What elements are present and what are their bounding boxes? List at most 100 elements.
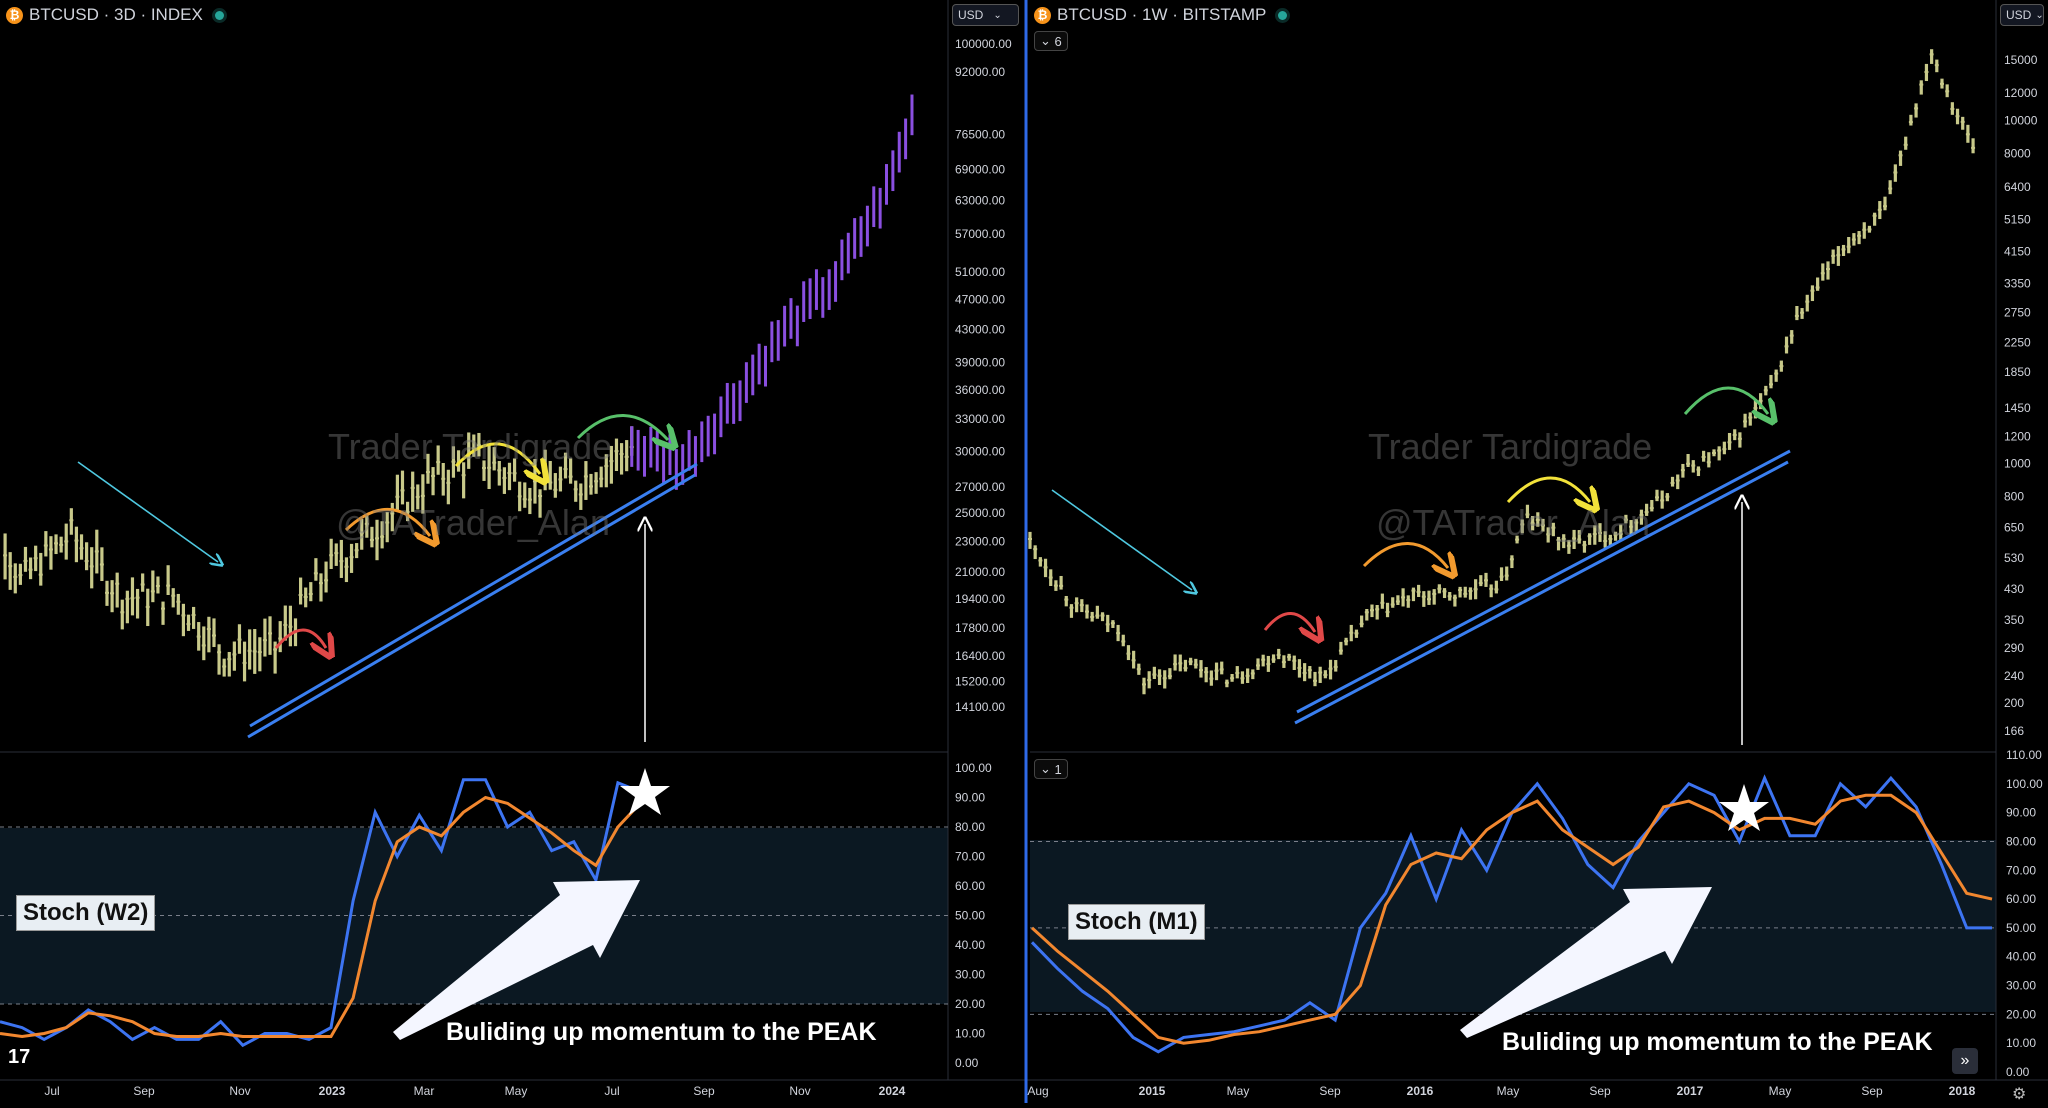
star-icon-left	[620, 768, 670, 815]
right-price-tick: 12000	[2004, 86, 2038, 100]
left-time-tick: Mar	[414, 1084, 435, 1098]
left-symbol-header[interactable]: ₿ BTCUSD · 3D · INDEX	[6, 2, 224, 28]
curve-arrow-green-right	[1683, 386, 1768, 414]
right-stoch-tick: 90.00	[2006, 806, 2036, 820]
curve-arrow-red-left	[274, 628, 326, 648]
left-stoch-d-line	[0, 795, 642, 1039]
right-price-tick: 166	[2004, 724, 2024, 738]
left-price-tick: 21000.00	[955, 565, 1005, 579]
star-icon-right	[1719, 784, 1769, 831]
left-symbol-label: BTCUSD · 3D · INDEX	[29, 5, 203, 24]
right-price-tick: 2250	[2004, 336, 2031, 350]
right-annotations	[1051, 386, 1791, 1038]
right-currency-button[interactable]: USD ⌄	[2000, 4, 2044, 26]
left-time-tick: Sep	[133, 1084, 155, 1098]
left-price-tick: 36000.00	[955, 383, 1005, 397]
left-price-tick: 15200.00	[955, 675, 1005, 689]
right-symbol-header[interactable]: ₿ BTCUSD · 1W · BITSTAMP	[1034, 2, 1288, 28]
right-sub-collapse-button[interactable]: ⌄ 1	[1034, 759, 1068, 779]
right-price-tick: 430	[2004, 582, 2024, 596]
left-price-tick: 92000.00	[955, 65, 1005, 79]
right-stoch-tick: 20.00	[2006, 1007, 2036, 1021]
left-price-tick: 51000.00	[955, 265, 1005, 279]
right-watermark-name: Trader Tardigrade	[1368, 426, 1653, 467]
left-price-tick: 76500.00	[955, 128, 1005, 142]
left-time-tick: Jul	[44, 1084, 59, 1098]
market-status-icon	[214, 10, 224, 20]
left-watermark-handle: @TATrader_Alan	[336, 502, 610, 543]
double-chevron-right-icon[interactable]: »	[1952, 1048, 1978, 1074]
left-stoch-pane	[0, 778, 948, 1048]
right-price-tick: 1000	[2004, 456, 2031, 470]
right-price-tick: 240	[2004, 669, 2024, 683]
right-stoch-d-line	[1030, 793, 1993, 1045]
left-stoch-label[interactable]: Stoch (W2)	[16, 895, 156, 931]
left-price-tick: 33000.00	[955, 412, 1005, 426]
left-stoch-tick: 0.00	[955, 1056, 979, 1070]
right-stoch-tick: 60.00	[2006, 892, 2036, 906]
trendline-right-b	[1296, 449, 1791, 714]
trendline-left-a	[247, 473, 696, 739]
curve-arrow-red-right	[1263, 612, 1315, 632]
right-price-tick: 1450	[2004, 401, 2031, 415]
chevron-down-icon: ⌄	[1040, 761, 1055, 776]
left-time-tick: 2023	[319, 1084, 346, 1098]
chevron-down-icon: ⌄	[2035, 9, 2044, 21]
curve-arrow-green-left	[576, 414, 668, 440]
right-price-tick: 350	[2004, 613, 2024, 627]
left-currency-button[interactable]: USD ⌄	[952, 4, 1019, 26]
left-stoch-tick: 20.00	[955, 997, 985, 1011]
right-time-tick: 2017	[1677, 1084, 1704, 1098]
curve-arrow-yellow-right	[1506, 476, 1590, 502]
right-time-tick: Aug	[1027, 1084, 1048, 1098]
left-stoch-tick: 70.00	[955, 850, 985, 864]
chevron-down-icon: ⌄	[1040, 33, 1055, 48]
right-sub-collapse-count: 1	[1054, 761, 1062, 777]
right-stoch-tick: 70.00	[2006, 863, 2036, 877]
left-watermark-name: Trader Tardigrade	[328, 426, 613, 467]
right-time-tick: May	[1769, 1084, 1792, 1098]
right-price-pane	[1028, 49, 1976, 695]
right-time-tick: May	[1227, 1084, 1250, 1098]
left-stoch-k-line	[0, 778, 641, 1048]
left-stoch-tick: 90.00	[955, 791, 985, 805]
momentum-arrow-left	[393, 880, 640, 1040]
bitcoin-icon: ₿	[6, 6, 23, 24]
left-time-tick: Nov	[789, 1084, 810, 1098]
right-price-tick: 15000	[2004, 53, 2038, 67]
left-stoch-tick: 40.00	[955, 938, 985, 952]
right-main-collapse-count: 6	[1054, 33, 1062, 49]
market-status-icon	[1278, 10, 1288, 20]
left-time-tick: Jul	[604, 1084, 619, 1098]
left-caption: Buliding up momentum to the PEAK	[446, 1018, 877, 1046]
right-stoch-tick: 100.00	[2006, 777, 2043, 791]
left-price-tick: 30000.00	[955, 444, 1005, 458]
right-stoch-tick: 110.00	[2006, 748, 2042, 762]
right-main-collapse-button[interactable]: ⌄ 6	[1034, 31, 1068, 51]
right-price-tick: 6400	[2004, 180, 2031, 194]
right-time-tick: Sep	[1589, 1084, 1611, 1098]
left-currency-label: USD	[958, 8, 984, 22]
left-price-tick: 17800.00	[955, 621, 1005, 635]
tradingview-logo[interactable]: 17	[8, 1046, 31, 1068]
right-price-tick: 3350	[2004, 276, 2031, 290]
right-time-tick: 2015	[1139, 1084, 1166, 1098]
right-time-tick: Sep	[1319, 1084, 1341, 1098]
right-time-tick: 2016	[1407, 1084, 1434, 1098]
gear-icon[interactable]: ⚙	[2012, 1086, 2027, 1103]
curve-arrow-orange-right	[1362, 542, 1448, 568]
left-price-tick: 57000.00	[955, 227, 1005, 241]
trendline-right-a	[1294, 460, 1789, 725]
left-price-tick: 43000.00	[955, 323, 1005, 337]
right-stoch-label[interactable]: Stoch (M1)	[1068, 904, 1205, 940]
left-stoch-tick: 100.00	[955, 761, 992, 775]
right-price-tick: 1850	[2004, 365, 2031, 379]
right-time-tick: 2018	[1949, 1084, 1976, 1098]
left-price-tick: 25000.00	[955, 506, 1005, 520]
axes: 100000.0092000.0076500.0069000.0063000.0…	[44, 37, 2043, 1098]
left-time-tick: Nov	[229, 1084, 250, 1098]
right-price-tick: 8000	[2004, 147, 2031, 161]
left-price-tick: 39000.00	[955, 356, 1005, 370]
